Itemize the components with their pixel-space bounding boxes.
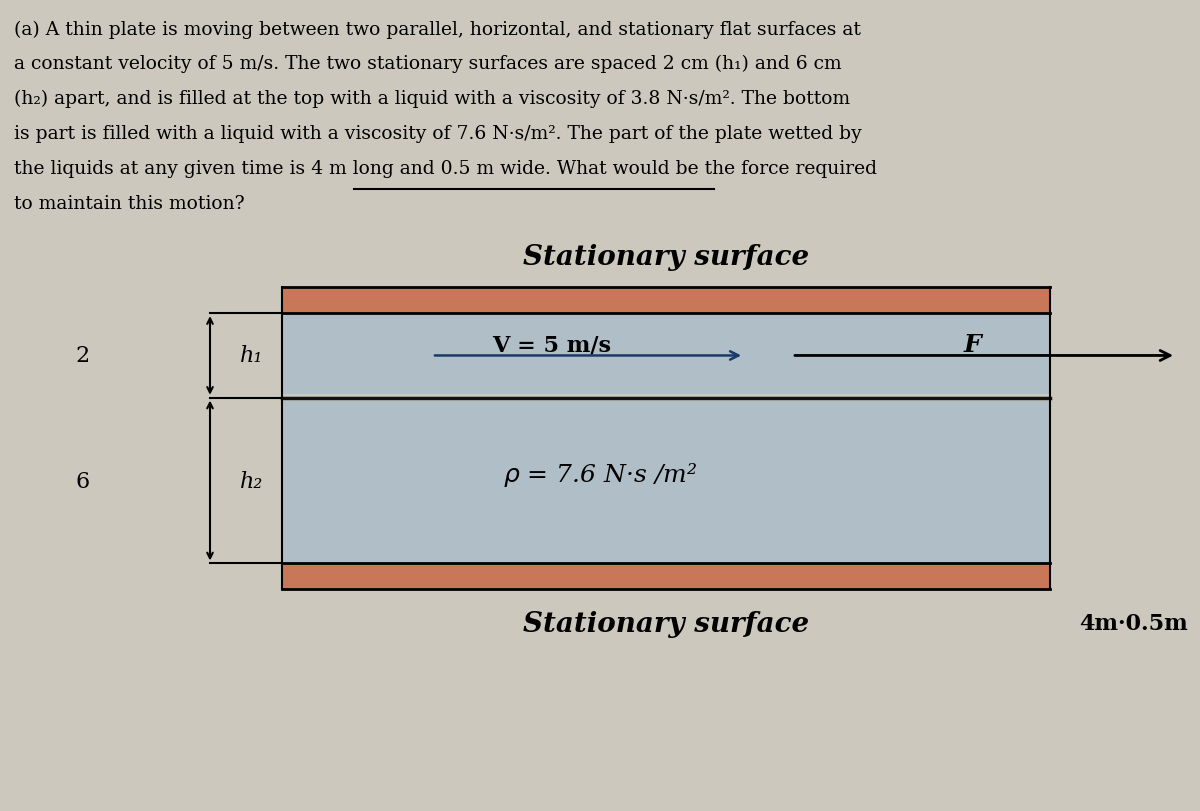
Text: to maintain this motion?: to maintain this motion? bbox=[14, 195, 245, 212]
Text: h₁: h₁ bbox=[240, 345, 263, 367]
Text: the liquids at any given time is 4 m long and 0.5 m wide. What would be the forc: the liquids at any given time is 4 m lon… bbox=[14, 160, 877, 178]
Text: 6: 6 bbox=[76, 470, 90, 492]
Text: a constant velocity of 5 m/s. The two stationary surfaces are spaced 2 cm (h₁) a: a constant velocity of 5 m/s. The two st… bbox=[14, 55, 842, 73]
Text: (h₂) apart, and is filled at the top with a liquid with a viscosity of 3.8 N·s/m: (h₂) apart, and is filled at the top wit… bbox=[14, 90, 851, 108]
Text: h₂: h₂ bbox=[240, 470, 263, 492]
Text: F: F bbox=[964, 333, 980, 357]
Bar bbox=[282, 314, 1050, 395]
Bar bbox=[282, 564, 1050, 590]
Text: Stationary surface: Stationary surface bbox=[523, 243, 809, 271]
Text: (a) A thin plate is moving between two parallel, horizontal, and stationary flat: (a) A thin plate is moving between two p… bbox=[14, 20, 862, 38]
Text: $\rho$ = 7.6 N·s /m²: $\rho$ = 7.6 N·s /m² bbox=[503, 461, 697, 488]
Bar bbox=[282, 288, 1050, 314]
Text: V = 5 m/s: V = 5 m/s bbox=[492, 333, 612, 356]
Bar bbox=[282, 401, 1050, 564]
Text: 4m·0.5m: 4m·0.5m bbox=[1080, 612, 1188, 635]
Text: is part is filled with a liquid with a viscosity of 7.6 N·s/m². The part of the : is part is filled with a liquid with a v… bbox=[14, 125, 862, 143]
Text: 2: 2 bbox=[76, 345, 90, 367]
Text: Stationary surface: Stationary surface bbox=[523, 610, 809, 637]
